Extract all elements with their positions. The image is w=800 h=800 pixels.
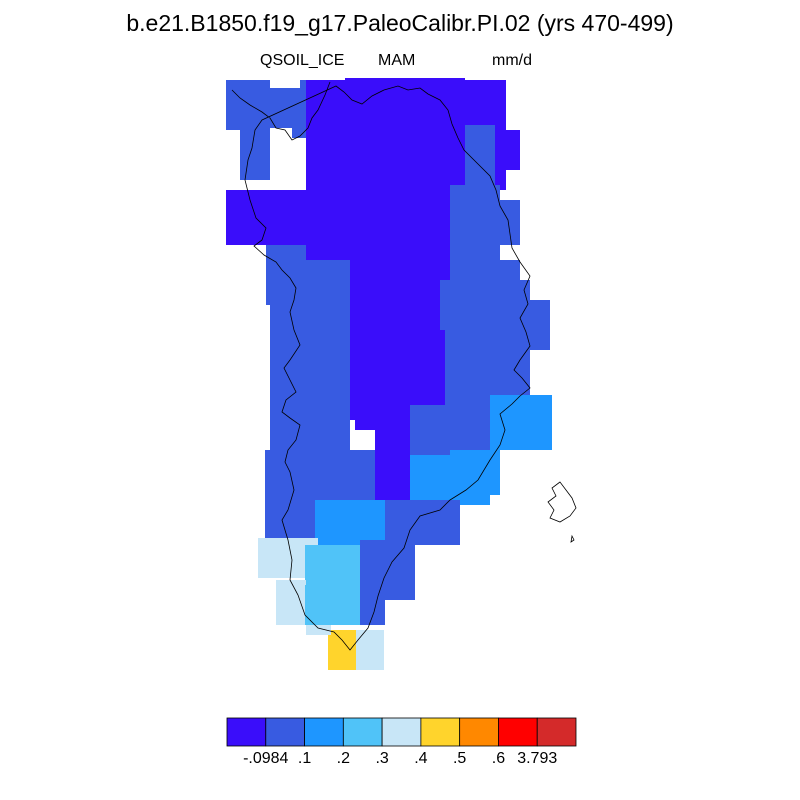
field-cell [490,395,552,450]
field-cell [410,405,490,455]
field-cell [465,125,495,185]
field-cell [375,400,410,500]
iceland-coastline [547,481,577,523]
variable-label: QSOIL_ICE [260,52,345,69]
field-cells [226,78,552,670]
field-cell [520,300,550,350]
island-coastline [570,534,575,543]
greenland-coastline [231,81,531,651]
field-cell [305,585,365,625]
field-cell [240,110,270,180]
colorbar-tick-label: .1 [297,750,312,767]
field-cell [450,185,500,280]
field-cell [328,630,356,670]
field-cell [440,280,530,410]
colorbar-tick-label: -.0984 [243,750,289,767]
colorbar-tick-label: .5 [452,750,467,767]
colorbar-tick-label: .6 [491,750,506,767]
map-title: b.e21.B1850.f19_g17.PaleoCalibr.PI.02 (y… [126,10,674,36]
colorbar-tick-label: .2 [336,750,350,767]
field-cell [345,78,465,190]
field-cell [360,585,385,625]
field-cell [226,190,306,245]
field-cell [500,260,520,300]
field-cell [500,200,520,245]
units-label: mm/d [492,52,532,69]
field-cell [385,560,415,600]
colorbar-tick-label: .3 [375,750,389,767]
field-cell [306,625,331,635]
colorbar-tick-label: 3.793 [517,750,558,767]
field-cell [265,450,375,500]
colorbar-tick-label: .4 [414,750,428,767]
season-label: MAM [378,52,416,69]
field-cell [356,630,384,670]
field-cell [276,580,306,625]
field-cell [415,500,460,545]
field-cell [270,300,350,450]
